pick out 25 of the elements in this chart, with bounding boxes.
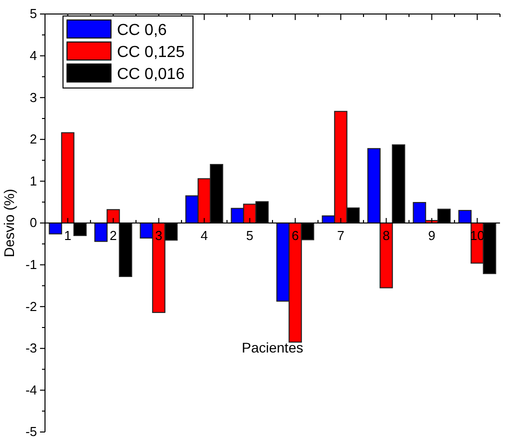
y-tick-label: -4 xyxy=(25,382,37,398)
y-tick-label: 5 xyxy=(30,6,37,22)
x-tick-label: 6 xyxy=(292,228,299,244)
y-tick-label: -3 xyxy=(25,340,37,356)
x-tick-label: 4 xyxy=(200,228,208,244)
y-tick-label: 0 xyxy=(30,215,37,230)
x-tick-label: 7 xyxy=(337,228,344,244)
y-tick-label: -1 xyxy=(25,256,37,272)
x-tick-label: 1 xyxy=(64,228,72,244)
x-axis-title: Pacientes xyxy=(242,340,304,356)
y-tick-label: 4 xyxy=(30,48,37,63)
x-tick-label: 3 xyxy=(155,228,162,244)
y-tick-label: -2 xyxy=(25,298,37,314)
legend-label: CC 0,6 xyxy=(117,22,167,39)
y-tick-label: 1 xyxy=(30,173,37,188)
y-tick-label: 3 xyxy=(30,90,37,105)
x-tick-label: 9 xyxy=(428,228,436,244)
legend-label: CC 0,016 xyxy=(117,66,185,83)
y-tick-label: -5 xyxy=(25,424,37,440)
y-tick-label: 2 xyxy=(30,132,37,147)
x-tick-label: 2 xyxy=(110,228,117,244)
x-tick-label: 8 xyxy=(382,228,390,244)
x-tick-label: 5 xyxy=(246,228,254,244)
y-axis-title: Desvio (%) xyxy=(1,188,17,258)
legend-label: CC 0,125 xyxy=(117,44,185,61)
